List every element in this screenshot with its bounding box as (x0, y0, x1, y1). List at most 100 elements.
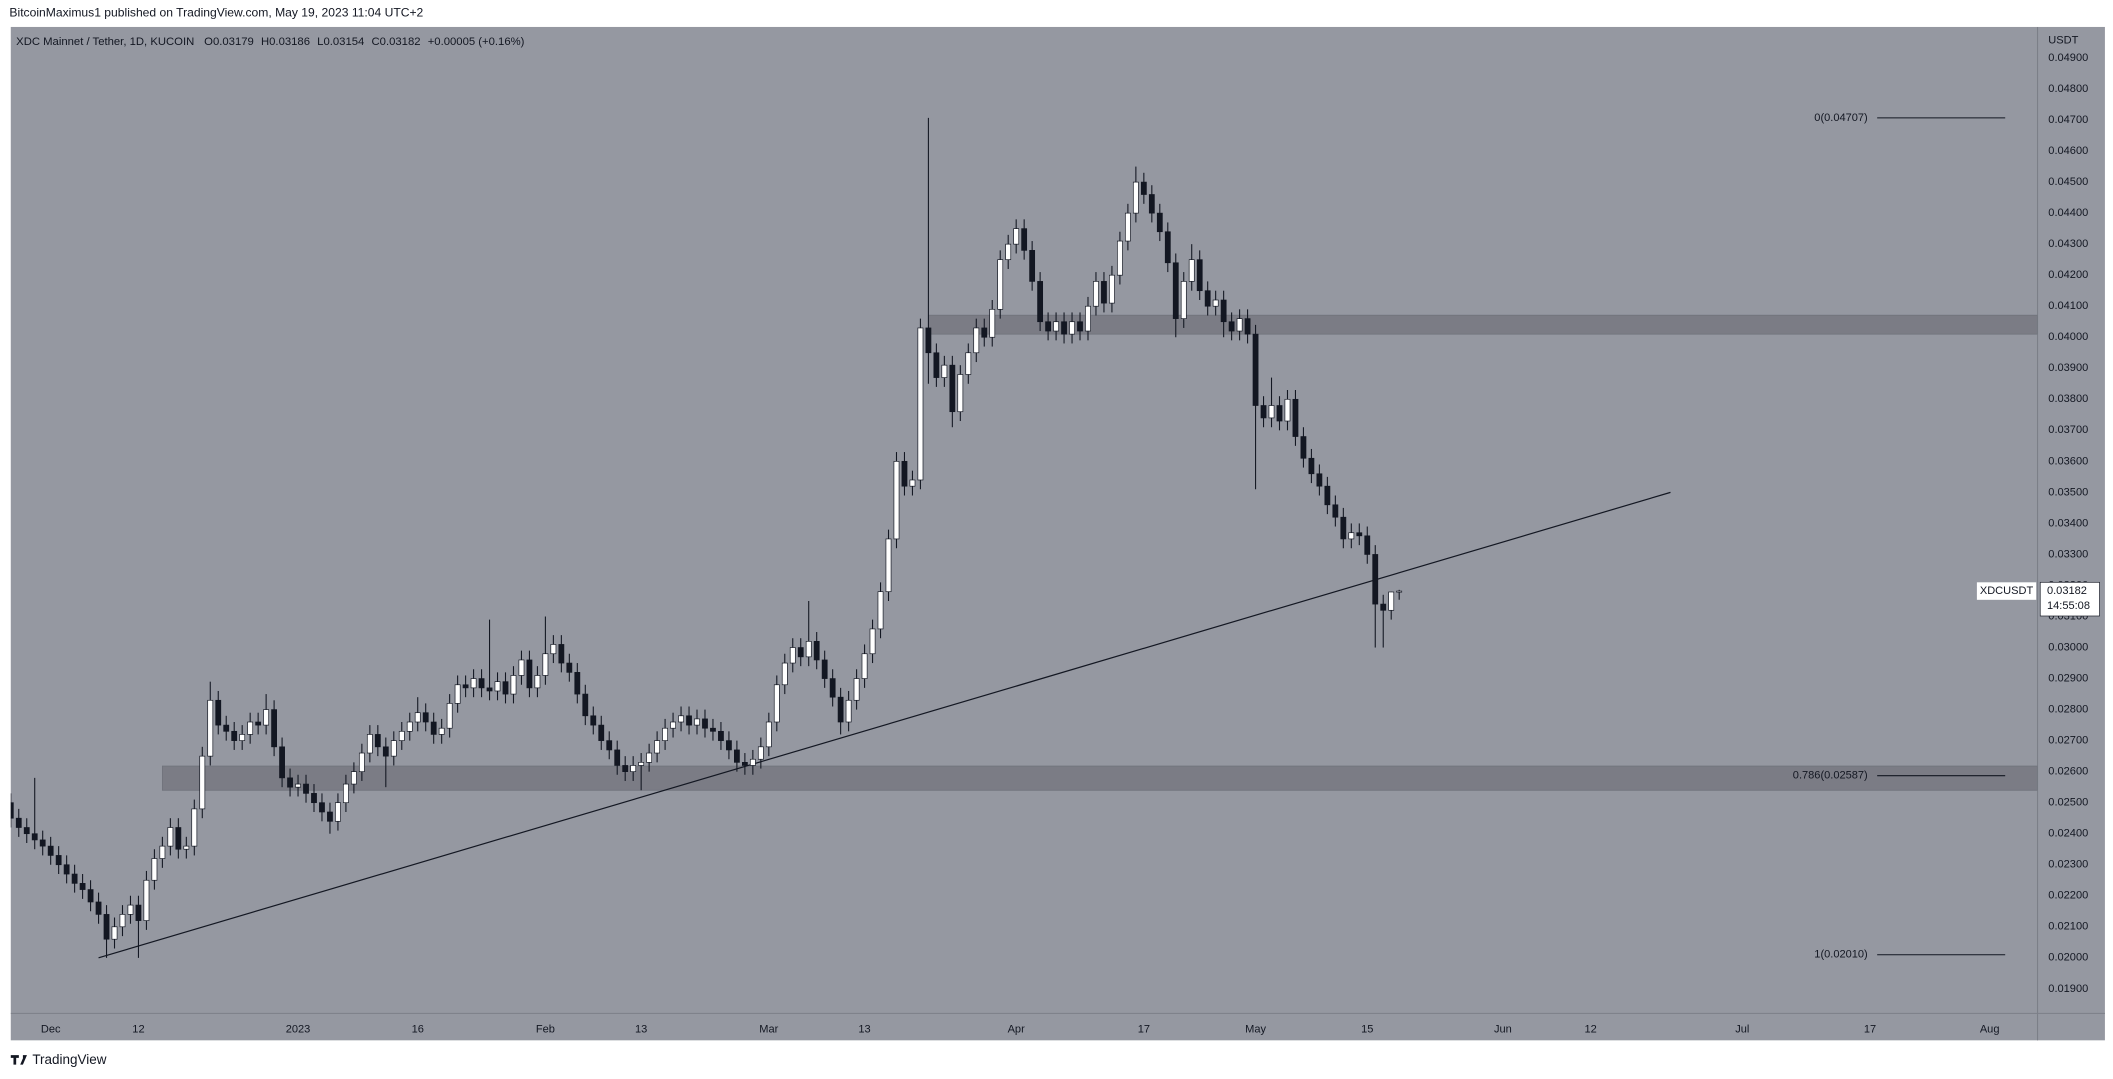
candle-body (1340, 516, 1347, 540)
candle-body (103, 914, 110, 940)
candle-body (949, 364, 956, 413)
candle-body (151, 858, 158, 881)
candle-body (183, 845, 190, 850)
candle-body (845, 699, 852, 723)
candle-body (390, 740, 397, 757)
candle-body (1300, 436, 1307, 459)
candle-body (1140, 181, 1147, 195)
candle-body (1132, 181, 1139, 214)
y-tick-label: 0.04900 (2048, 52, 2088, 64)
candle-body (1164, 231, 1171, 264)
candle-body (1220, 299, 1227, 323)
candle-body (1356, 532, 1363, 537)
candle-body (414, 712, 421, 723)
fib-label: 0(0.04707) (1814, 112, 1867, 124)
candle-body (901, 461, 908, 487)
candle-body (694, 718, 700, 726)
candle-body (797, 647, 804, 658)
candle-body (670, 721, 676, 729)
candle-body (31, 833, 38, 841)
y-tick-label: 0.04500 (2048, 176, 2088, 188)
candle-body (1236, 318, 1243, 332)
candle-body (646, 752, 653, 763)
y-tick-label: 0.04200 (2048, 269, 2088, 281)
candle-body (1396, 590, 1403, 593)
candle-body (813, 640, 820, 661)
ohlc-letter: H (261, 36, 269, 48)
candle-body (773, 684, 780, 723)
candle-body (303, 783, 309, 794)
y-tick-label: 0.04800 (2048, 83, 2088, 95)
axis-unit: USDT (2048, 34, 2078, 46)
candle-body (1037, 281, 1044, 323)
symbol-title: XDC Mainnet / Tether, 1D, KUCOIN (16, 36, 194, 48)
symbol-box (1976, 582, 2037, 600)
candle-body (247, 721, 254, 735)
candle-body (749, 758, 756, 766)
candle-body (702, 718, 708, 729)
candle-body (837, 696, 844, 723)
candle-body (1077, 321, 1083, 332)
candle-body (159, 845, 166, 859)
y-tick-label: 0.04400 (2048, 207, 2088, 219)
candle-body (718, 730, 724, 741)
candle-body (1124, 212, 1131, 242)
y-tick-label: 0.03400 (2048, 517, 2088, 529)
candle-body (989, 308, 996, 338)
y-tick-label: 0.02100 (2048, 921, 2088, 933)
ohlc-value: 0.03182 (380, 36, 421, 48)
y-tick-label: 0.02400 (2048, 828, 2088, 840)
candle-body (231, 730, 238, 741)
candle-body (885, 538, 892, 593)
candle-body (741, 762, 748, 766)
candle-body (710, 727, 716, 732)
candle-body (805, 640, 812, 658)
candle-body (574, 672, 581, 695)
fib-label: 0.786(0.02587) (1793, 770, 1868, 782)
symbol-label: XDCUSDT (1980, 585, 2034, 597)
candle-body (1101, 281, 1107, 304)
candle-body (311, 793, 317, 804)
candle-body (1093, 281, 1099, 307)
candle-body (111, 926, 118, 940)
candle-body (1284, 398, 1291, 422)
candle-body (566, 662, 573, 673)
trendline (98, 491, 1671, 959)
candle-body (734, 749, 740, 763)
candle-body (438, 727, 445, 735)
y-tick-label: 0.03800 (2048, 393, 2088, 405)
candle-body (622, 765, 629, 772)
candle-body (255, 721, 262, 726)
last-price: 0.03182 (2047, 585, 2087, 597)
candle-body (271, 709, 277, 748)
candle-body (678, 715, 684, 723)
x-tick-label: 17 (1864, 1023, 1876, 1035)
candle-body (518, 659, 525, 676)
candle-body (1188, 259, 1195, 282)
candle-body (47, 845, 54, 856)
brand: TradingView (32, 1052, 106, 1067)
candle-body (199, 755, 206, 810)
legend: XDC Mainnet / Tether, 1D, KUCOIN O0.0317… (16, 36, 524, 48)
y-tick-label: 0.03500 (2048, 486, 2088, 498)
candle-body (1244, 318, 1251, 335)
candle-body (1260, 405, 1267, 419)
candle-body (1212, 299, 1219, 307)
x-tick-label: Aug (1980, 1023, 2000, 1035)
candle-body (1021, 228, 1028, 251)
candle-body (765, 721, 772, 748)
y-tick-label: 0.03700 (2048, 424, 2088, 436)
x-tick-label: Dec (41, 1023, 61, 1035)
candle-body (398, 730, 405, 741)
candle-body (686, 715, 692, 726)
footer-logo: TradingView (10, 1052, 107, 1067)
y-tick-label: 0.03100 (2048, 610, 2088, 622)
candle-body (191, 808, 198, 847)
candle-body (933, 352, 940, 378)
candle-body (71, 873, 78, 884)
logo-mark (10, 1055, 27, 1065)
x-tick-label: 13 (858, 1023, 870, 1035)
candle-body (1180, 281, 1187, 319)
candle-body (598, 724, 605, 741)
